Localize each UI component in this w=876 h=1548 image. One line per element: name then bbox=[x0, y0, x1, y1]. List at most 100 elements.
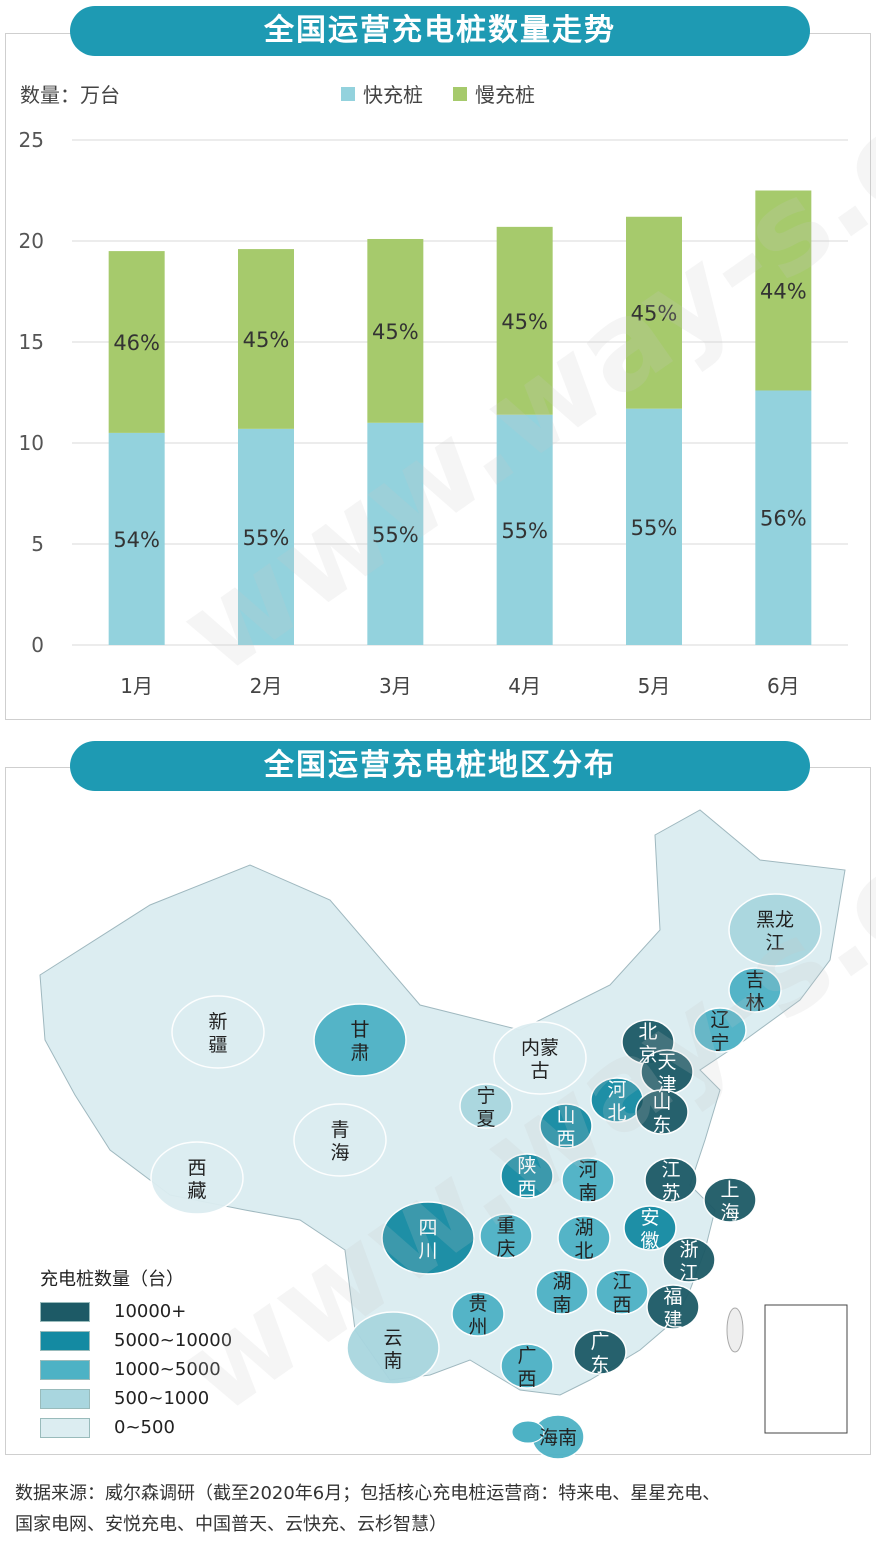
map-legend-swatch bbox=[40, 1417, 90, 1438]
province-label: 北京 bbox=[638, 1021, 657, 1066]
bar-slow bbox=[626, 216, 682, 409]
legend-slow-label: 慢充桩 bbox=[475, 83, 535, 107]
bar-data-label: 55% bbox=[631, 516, 678, 540]
province-label: 海南 bbox=[539, 1427, 577, 1449]
map-legend-swatch bbox=[40, 1388, 90, 1409]
chart-title: 全国运营充电桩数量走势 bbox=[70, 6, 810, 56]
bar-fast bbox=[496, 414, 553, 645]
bar-data-label: 55% bbox=[243, 526, 290, 550]
map-legend-row: 10000+ bbox=[40, 1297, 232, 1326]
province-region bbox=[728, 967, 782, 1013]
x-tick-label: 1月 bbox=[120, 674, 153, 698]
map-legend-row: 5000~10000 bbox=[40, 1326, 232, 1355]
bar-fast bbox=[626, 408, 682, 645]
bar-data-label: 45% bbox=[631, 302, 678, 326]
map-legend: 充电桩数量（台） 10000+ 5000~10000 1000~5000 500… bbox=[40, 1265, 232, 1442]
province-region bbox=[703, 1177, 757, 1223]
province-region bbox=[635, 1089, 689, 1135]
province-label: 江苏 bbox=[661, 1159, 680, 1204]
province-label: 宁夏 bbox=[476, 1085, 495, 1130]
y-tick-label: 25 bbox=[19, 128, 44, 152]
x-tick-label: 5月 bbox=[638, 674, 671, 698]
province-label: 黑龙江 bbox=[756, 909, 794, 954]
province-region bbox=[293, 1103, 387, 1177]
bar-data-label: 44% bbox=[760, 279, 807, 303]
legend-fast-swatch bbox=[341, 86, 355, 101]
province-region bbox=[500, 1153, 554, 1199]
province-label: 山东 bbox=[652, 1091, 671, 1136]
province-region bbox=[728, 893, 822, 967]
bar-slow bbox=[367, 238, 424, 423]
province-label: 湖南 bbox=[552, 1271, 571, 1316]
map-legend-row: 1000~5000 bbox=[40, 1355, 232, 1384]
map-legend-label: 1000~5000 bbox=[114, 1359, 221, 1380]
south-sea-inset bbox=[764, 1304, 848, 1434]
province-label: 山西 bbox=[556, 1105, 575, 1150]
province-label: 云南 bbox=[383, 1327, 402, 1372]
province-region bbox=[346, 1311, 440, 1385]
bar-fast bbox=[108, 432, 165, 645]
province-region bbox=[557, 1215, 611, 1261]
bar-slow bbox=[496, 226, 553, 415]
bar-data-label: 55% bbox=[501, 519, 548, 543]
province-label: 陕西 bbox=[517, 1155, 536, 1200]
hainan-island bbox=[511, 1420, 545, 1444]
bar-fast bbox=[238, 428, 294, 645]
province-label: 河南 bbox=[578, 1159, 597, 1204]
province-region bbox=[171, 995, 265, 1069]
province-region bbox=[459, 1083, 513, 1129]
province-region bbox=[662, 1237, 716, 1283]
bar-fast bbox=[755, 390, 812, 645]
province-region bbox=[573, 1329, 627, 1375]
data-source-note: 数据来源：威尔森调研（截至2020年6月；包括核心充电桩运营商：特来电、星星充电… bbox=[15, 1478, 865, 1540]
y-tick-label: 5 bbox=[31, 532, 44, 556]
province-label: 湖北 bbox=[574, 1217, 593, 1262]
province-region bbox=[535, 1269, 589, 1315]
map-legend-row: 0~500 bbox=[40, 1413, 232, 1442]
province-region bbox=[381, 1201, 475, 1275]
x-tick-label: 3月 bbox=[379, 674, 412, 698]
taiwan-island bbox=[726, 1307, 744, 1353]
province-label: 天津 bbox=[657, 1051, 676, 1096]
province-label: 贵州 bbox=[468, 1293, 487, 1338]
map-legend-label: 10000+ bbox=[114, 1301, 187, 1322]
bar-data-label: 45% bbox=[372, 320, 419, 344]
province-label: 浙江 bbox=[679, 1239, 698, 1284]
province-region bbox=[595, 1269, 649, 1315]
province-label: 西藏 bbox=[187, 1157, 206, 1202]
province-region bbox=[646, 1284, 700, 1330]
source-line-1: 数据来源：威尔森调研（截至2020年6月；包括核心充电桩运营商：特来电、星星充电… bbox=[15, 1483, 721, 1504]
province-region bbox=[479, 1213, 533, 1259]
bar-slow bbox=[108, 251, 165, 433]
province-label: 内蒙古 bbox=[521, 1037, 559, 1082]
bar-data-label: 56% bbox=[760, 507, 807, 531]
province-region bbox=[623, 1205, 677, 1251]
map-legend-label: 5000~10000 bbox=[114, 1330, 233, 1351]
source-line-2: 国家电网、安悦充电、中国普天、云快充、云杉智慧） bbox=[15, 1514, 447, 1535]
bar-fast bbox=[367, 422, 424, 645]
province-label: 新疆 bbox=[208, 1011, 227, 1056]
legend-slow-swatch bbox=[453, 86, 467, 101]
map-legend-label: 0~500 bbox=[114, 1417, 175, 1438]
province-region bbox=[539, 1103, 593, 1149]
map-legend-label: 500~1000 bbox=[114, 1388, 210, 1409]
province-label: 江西 bbox=[612, 1271, 631, 1316]
map-legend-swatch bbox=[40, 1359, 90, 1380]
x-tick-label: 4月 bbox=[508, 674, 541, 698]
bar-data-label: 55% bbox=[372, 523, 419, 547]
province-region bbox=[493, 1021, 587, 1095]
map-title: 全国运营充电桩地区分布 bbox=[70, 741, 810, 791]
bar-data-label: 45% bbox=[501, 310, 548, 334]
province-region bbox=[150, 1141, 244, 1215]
province-label: 上海 bbox=[720, 1179, 739, 1224]
legend-slow: 慢充桩 bbox=[453, 79, 535, 108]
province-region bbox=[561, 1157, 615, 1203]
x-tick-label: 6月 bbox=[767, 674, 800, 698]
y-axis-unit-label: 数量：万台 bbox=[20, 83, 120, 107]
province-label: 福建 bbox=[663, 1286, 682, 1331]
province-label: 安徽 bbox=[640, 1207, 659, 1252]
y-tick-label: 15 bbox=[19, 330, 44, 354]
map-legend-swatch bbox=[40, 1330, 90, 1351]
province-region bbox=[500, 1343, 554, 1389]
